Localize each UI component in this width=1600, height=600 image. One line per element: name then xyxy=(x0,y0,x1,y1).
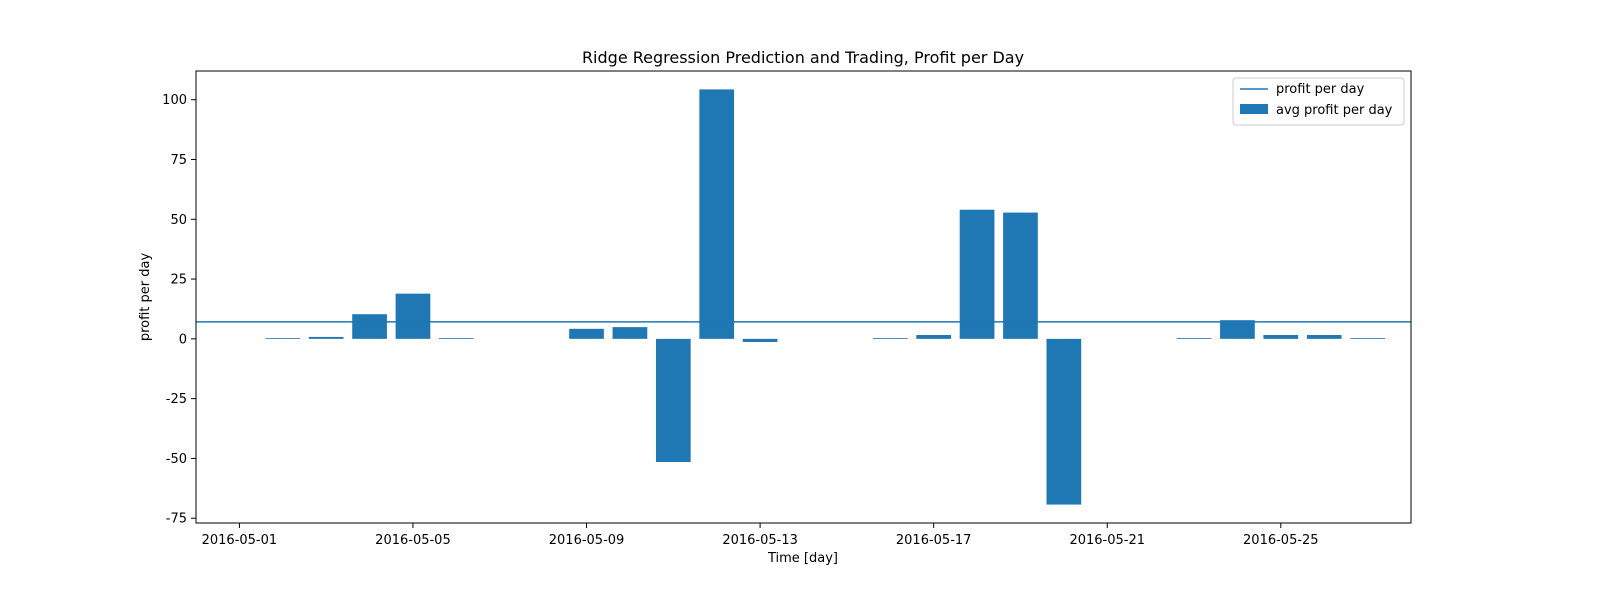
x-tick-label: 2016-05-01 xyxy=(202,533,278,548)
plot-frame xyxy=(195,70,1412,524)
bar xyxy=(308,336,344,339)
bar xyxy=(352,314,387,339)
y-tick-label: -25 xyxy=(166,392,187,407)
bar xyxy=(699,89,735,339)
y-tick-label: 50 xyxy=(170,213,187,228)
y-tick-label: 100 xyxy=(162,93,187,108)
legend-bar-label: avg profit per day xyxy=(1276,103,1393,118)
x-tick-label: 2016-05-17 xyxy=(896,533,972,548)
x-tick-label: 2016-05-21 xyxy=(1069,533,1145,548)
bar xyxy=(1176,338,1212,339)
bar xyxy=(1046,338,1082,505)
bar xyxy=(959,209,995,339)
legend-box xyxy=(1232,77,1405,126)
legend: profit per day avg profit per day xyxy=(1232,77,1405,126)
legend-line-label: profit per day xyxy=(1276,82,1365,97)
bar xyxy=(612,327,648,339)
y-tick-label: 25 xyxy=(170,273,187,288)
x-tick-label: 2016-05-25 xyxy=(1243,533,1319,548)
bar xyxy=(872,338,908,339)
bar xyxy=(1003,212,1038,339)
y-tick-label: 75 xyxy=(170,153,187,168)
y-axis: -75 -50 -25 0 25 50 75 100 xyxy=(162,93,196,527)
bar xyxy=(1220,320,1255,339)
y-tick-label: -75 xyxy=(166,512,187,527)
legend-bar-swatch xyxy=(1240,104,1268,114)
bar xyxy=(1306,335,1342,339)
x-tick-label: 2016-05-05 xyxy=(375,533,451,548)
bar xyxy=(1350,338,1385,339)
bar xyxy=(1263,335,1299,339)
chart-title: Ridge Regression Prediction and Trading,… xyxy=(582,48,1024,67)
y-axis-label: profit per day xyxy=(138,253,153,342)
x-tick-label: 2016-05-09 xyxy=(549,533,625,548)
x-tick-label: 2016-05-13 xyxy=(722,533,798,548)
y-tick-label: 0 xyxy=(179,332,187,347)
bar xyxy=(439,338,474,339)
bar xyxy=(265,338,301,339)
bars-group xyxy=(265,89,1385,505)
bar xyxy=(569,328,604,339)
bar xyxy=(742,338,778,342)
x-axis: 2016-05-01 2016-05-05 2016-05-09 2016-05-13… xyxy=(202,523,1319,548)
y-tick-label: -50 xyxy=(166,452,187,467)
bar xyxy=(916,335,952,339)
bar xyxy=(395,293,431,339)
x-axis-label: Time [day] xyxy=(767,551,838,566)
bar xyxy=(655,338,691,463)
